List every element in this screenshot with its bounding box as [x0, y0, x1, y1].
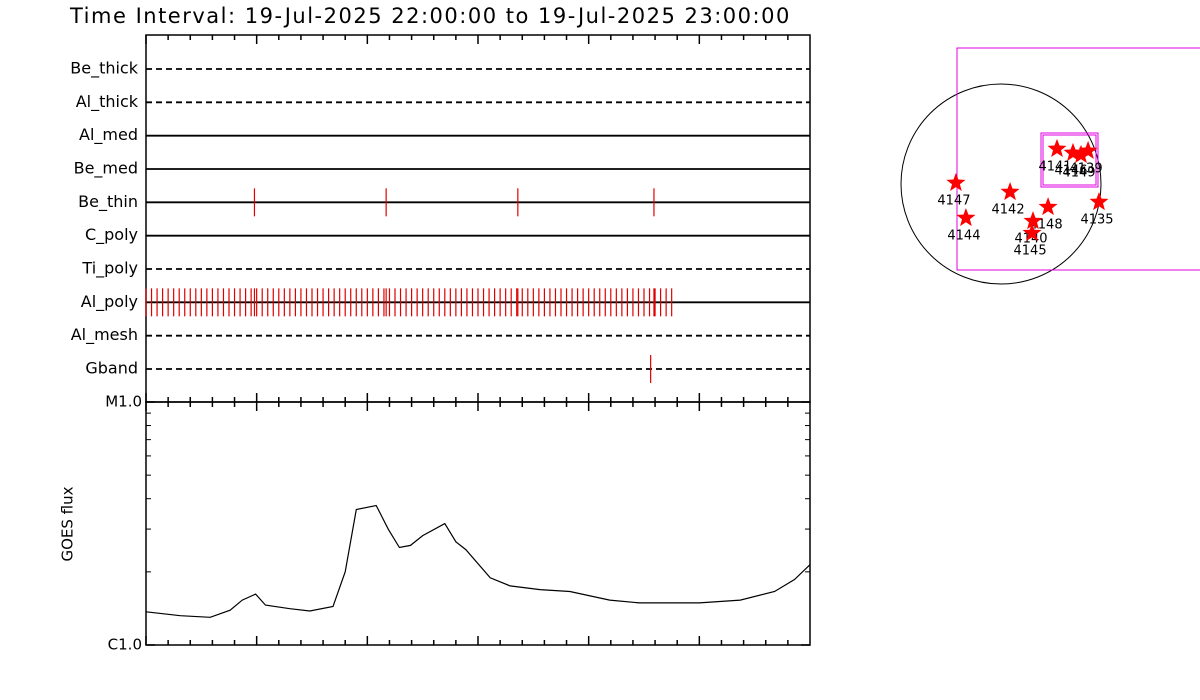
- region-marker: [1022, 223, 1042, 242]
- filter-label: Be_med: [74, 159, 138, 179]
- region-label: 4142: [992, 203, 1025, 218]
- filter-label: Al_med: [79, 125, 138, 145]
- region-marker: [1078, 140, 1098, 159]
- filter-label: Al_poly: [81, 292, 138, 312]
- filter-label: Gband: [85, 359, 138, 378]
- region-label: 4139: [1070, 161, 1103, 176]
- region-marker: [1023, 211, 1043, 230]
- goes-frame: [145, 401, 811, 646]
- region-label: 4145: [1014, 244, 1047, 259]
- region-marker: [1047, 138, 1067, 157]
- region-marker: [956, 208, 976, 227]
- filter-label: Be_thick: [70, 59, 138, 79]
- region-marker: [1071, 144, 1091, 163]
- region-marker: [1089, 192, 1109, 211]
- timeline-frame: [145, 34, 811, 403]
- region-marker: [946, 172, 966, 191]
- region-label: 4135: [1080, 213, 1113, 228]
- filter-label: Al_thick: [76, 92, 139, 112]
- filter-label: Ti_poly: [81, 259, 138, 279]
- solar-disk: [900, 83, 1102, 285]
- fov-box: [956, 47, 1200, 271]
- goes-line: [145, 504, 811, 618]
- region-label: 4146: [1054, 163, 1087, 178]
- fov-box: [1040, 132, 1099, 188]
- chart-title: Time Interval: 19-Jul-2025 22:00:00 to 1…: [69, 4, 791, 28]
- filter-label: C_poly: [85, 225, 138, 245]
- y-axis-label: GOES flux: [59, 486, 77, 561]
- y-tick-label: M1.0: [105, 393, 142, 411]
- region-label: 4149: [1062, 165, 1095, 180]
- region-label: 4141: [1038, 159, 1071, 174]
- region-label: 4140: [1014, 232, 1047, 247]
- region-label: 4144: [947, 229, 980, 244]
- filter-label: Al_mesh: [71, 325, 138, 345]
- region-label: 4147: [937, 193, 970, 208]
- filter-label: Be_thin: [78, 192, 138, 212]
- fov-box: [1042, 134, 1097, 186]
- y-tick-label: C1.0: [108, 636, 142, 654]
- region-marker: [1000, 182, 1020, 201]
- region-marker: [1038, 197, 1058, 216]
